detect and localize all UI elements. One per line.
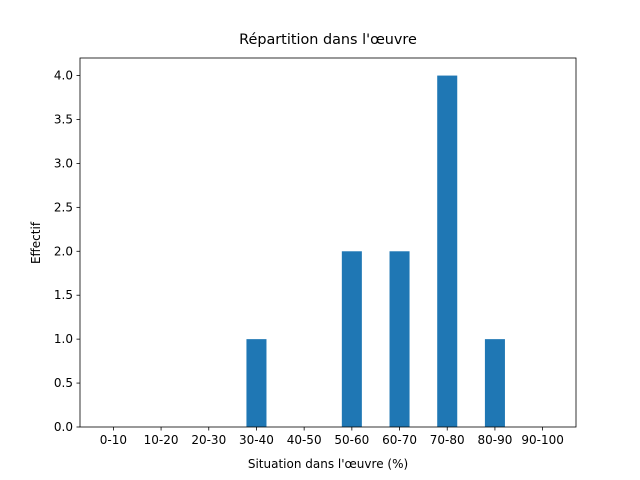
y-tick-label: 0.5 xyxy=(54,376,73,390)
y-tick-label: 0.0 xyxy=(54,420,73,434)
y-tick-label: 1.5 xyxy=(54,288,73,302)
x-axis-label: Situation dans l'œuvre (%) xyxy=(248,457,408,471)
x-tick-label: 10-20 xyxy=(144,433,179,447)
bar xyxy=(246,339,267,427)
y-tick-label: 3.5 xyxy=(54,113,73,127)
y-tick-label: 1.0 xyxy=(54,332,73,346)
y-tick-label: 2.5 xyxy=(54,200,73,214)
x-tick-label: 90-100 xyxy=(521,433,564,447)
y-tick-label: 4.0 xyxy=(54,69,73,83)
plot-frame xyxy=(79,57,577,428)
y-tick-label: 2.0 xyxy=(54,244,73,258)
bar xyxy=(437,75,458,428)
x-tick-label: 30-40 xyxy=(239,433,274,447)
x-tick-label: 60-70 xyxy=(382,433,417,447)
x-tick-label: 40-50 xyxy=(287,433,322,447)
chart-title: Répartition dans l'œuvre xyxy=(239,32,417,48)
x-tick-label: 70-80 xyxy=(430,433,465,447)
x-tick-label: 0-10 xyxy=(100,433,127,447)
y-tick-label: 3.0 xyxy=(54,156,73,170)
x-tick-label: 20-30 xyxy=(191,433,226,447)
y-axis-label: Effectif xyxy=(29,221,43,264)
x-tick-label: 50-60 xyxy=(334,433,369,447)
bar xyxy=(341,251,362,427)
x-tick-label: 80-90 xyxy=(477,433,512,447)
bar xyxy=(484,339,505,427)
bar xyxy=(389,251,410,427)
